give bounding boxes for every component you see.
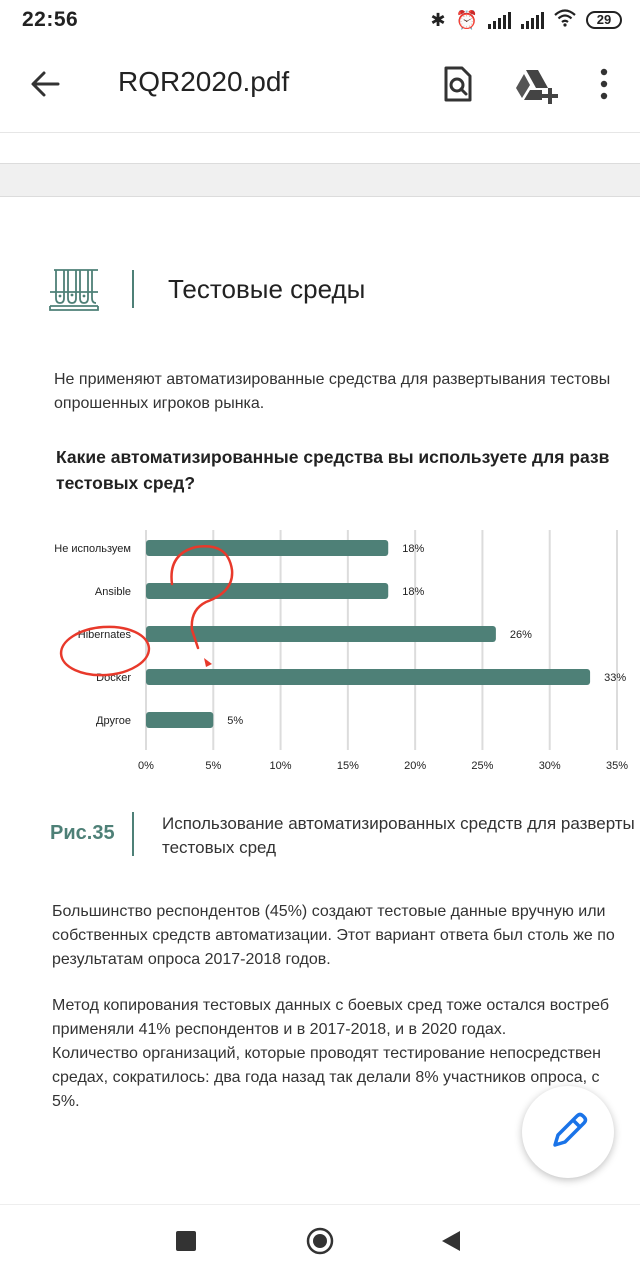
- more-options-button[interactable]: [584, 62, 624, 106]
- system-nav-bar: [0, 1204, 640, 1281]
- recents-button[interactable]: [176, 1231, 196, 1251]
- status-time: 22:56: [22, 8, 79, 31]
- paragraph-line: средах, сократилось: два года назад так …: [52, 1069, 600, 1086]
- chart-bar: [146, 626, 496, 642]
- handwritten-annotation: [59, 545, 234, 677]
- find-in-document-button[interactable]: [436, 62, 480, 106]
- status-icons: ✱ ⏰ 29: [430, 8, 622, 32]
- figure-label: Рис.35: [50, 822, 115, 844]
- back-arrow-icon: [31, 71, 60, 97]
- intro-line: Не применяют автоматизированные средства…: [54, 371, 611, 388]
- category-label: Hibernates: [78, 629, 132, 641]
- paragraph-line: Большинство респондентов (45%) создают т…: [52, 903, 606, 920]
- status-bar: 22:56 ✱ ⏰ 29: [0, 0, 640, 40]
- paragraph-line: Метод копирования тестовых данных с боев…: [52, 997, 610, 1014]
- chart-bar: [146, 669, 591, 685]
- category-label: Другое: [96, 715, 131, 727]
- value-label: 18%: [402, 543, 424, 555]
- document-title: RQR2020.pdf: [118, 66, 290, 97]
- home-button[interactable]: [306, 1227, 334, 1255]
- signal-icon-2: [521, 11, 544, 29]
- bar-chart: 0% 5% 10% 15% 20% 25% 30% 35% Не используем 18% An…: [54, 530, 628, 772]
- intro-line: опрошенных игроков рынка.: [54, 395, 265, 412]
- x-tick-label: 0%: [138, 760, 154, 772]
- paragraph-2: Метод копирования тестовых данных с боев…: [52, 994, 609, 1114]
- x-tick-label: 5%: [205, 760, 221, 772]
- drive-add-icon: [516, 70, 558, 104]
- x-tick-label: 25%: [471, 760, 493, 772]
- value-label: 5%: [227, 715, 243, 727]
- chart-bar: [146, 583, 389, 599]
- add-to-drive-button[interactable]: [512, 62, 560, 106]
- bluetooth-icon: ✱: [430, 9, 446, 30]
- section-divider: [132, 270, 134, 308]
- chart-bar: [146, 540, 389, 556]
- caption-line: Использование автоматизированных средств…: [162, 814, 635, 833]
- app-bar: RQR2020.pdf: [0, 40, 640, 133]
- alarm-icon: ⏰: [455, 9, 478, 30]
- question-line: тестовых сред?: [56, 473, 196, 493]
- chart-question: Какие автоматизированные средства вы исп…: [56, 444, 609, 496]
- back-triangle-icon: [442, 1231, 460, 1251]
- page-separator: [0, 163, 640, 197]
- x-tick-label: 20%: [404, 760, 426, 772]
- category-label: Ansible: [95, 586, 131, 598]
- category-label: Не используем: [54, 543, 131, 555]
- paragraph-line: результатам опроса 2017-2018 годов.: [52, 951, 331, 968]
- x-tick-label: 35%: [606, 760, 628, 772]
- x-tick-label: 15%: [337, 760, 359, 772]
- intro-paragraph: Не применяют автоматизированные средства…: [54, 368, 610, 416]
- value-label: 33%: [604, 672, 626, 684]
- more-vert-icon: [600, 68, 608, 100]
- back-nav-button[interactable]: [440, 1229, 462, 1253]
- annotation-question-mark: [170, 545, 234, 650]
- figure-divider: [132, 812, 134, 856]
- question-line: Какие автоматизированные средства вы исп…: [56, 447, 610, 467]
- test-tubes-icon: [48, 266, 100, 312]
- x-tick-label: 30%: [539, 760, 561, 772]
- wifi-icon: [554, 8, 576, 32]
- document-search-icon: [444, 66, 472, 102]
- paragraph-line: собственных средств автоматизации. Этот …: [52, 927, 615, 944]
- edit-fab-button[interactable]: [522, 1086, 614, 1178]
- signal-icon: [488, 11, 511, 29]
- caption-line: тестовых сред: [162, 838, 277, 857]
- section-title: Тестовые среды: [168, 274, 366, 304]
- value-label: 26%: [510, 629, 532, 641]
- paragraph-line: 5%.: [52, 1093, 80, 1110]
- home-circle-icon: [306, 1227, 334, 1255]
- paragraph-line: применяли 41% респондентов и в 2017-2018…: [52, 1021, 507, 1038]
- pencil-icon: [553, 1112, 588, 1147]
- figure-caption: Использование автоматизированных средств…: [162, 812, 635, 860]
- paragraph-1: Большинство респондентов (45%) создают т…: [52, 900, 615, 972]
- annotation-dot: [204, 658, 212, 667]
- back-button[interactable]: [24, 62, 68, 106]
- battery-icon: 29: [586, 11, 622, 29]
- x-tick-label: 10%: [270, 760, 292, 772]
- paragraph-line: Количество организаций, которые проводят…: [52, 1045, 602, 1062]
- value-label: 18%: [402, 586, 424, 598]
- annotation-circle: [59, 625, 151, 677]
- chart-bar: [146, 712, 214, 728]
